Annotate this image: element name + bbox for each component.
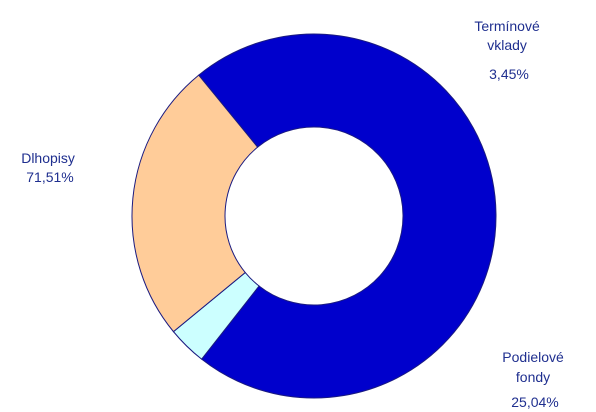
label-terminove-vklady-name-1: Termínové [474, 18, 540, 34]
label-podielove-fondy: Podielové fondy 25,04% [502, 349, 567, 410]
label-podielove-fondy-value: 25,04% [511, 394, 558, 410]
slice-podielove-fondy [131, 74, 259, 333]
label-terminove-vklady: Termínové vklady 3,45% [474, 18, 543, 82]
slice-dlhopisy [198, 33, 497, 399]
label-terminove-vklady-name-2: vklady [487, 37, 527, 53]
label-podielove-fondy-name-1: Podielové [502, 349, 564, 365]
label-dlhopisy-value: 71,51% [26, 169, 73, 185]
label-dlhopisy-name: Dlhopisy [21, 150, 75, 166]
label-podielove-fondy-name-2: fondy [516, 369, 550, 385]
label-dlhopisy: Dlhopisy 71,51% [21, 150, 79, 185]
label-terminove-vklady-value: 3,45% [489, 66, 529, 82]
donut-slices [131, 33, 497, 399]
